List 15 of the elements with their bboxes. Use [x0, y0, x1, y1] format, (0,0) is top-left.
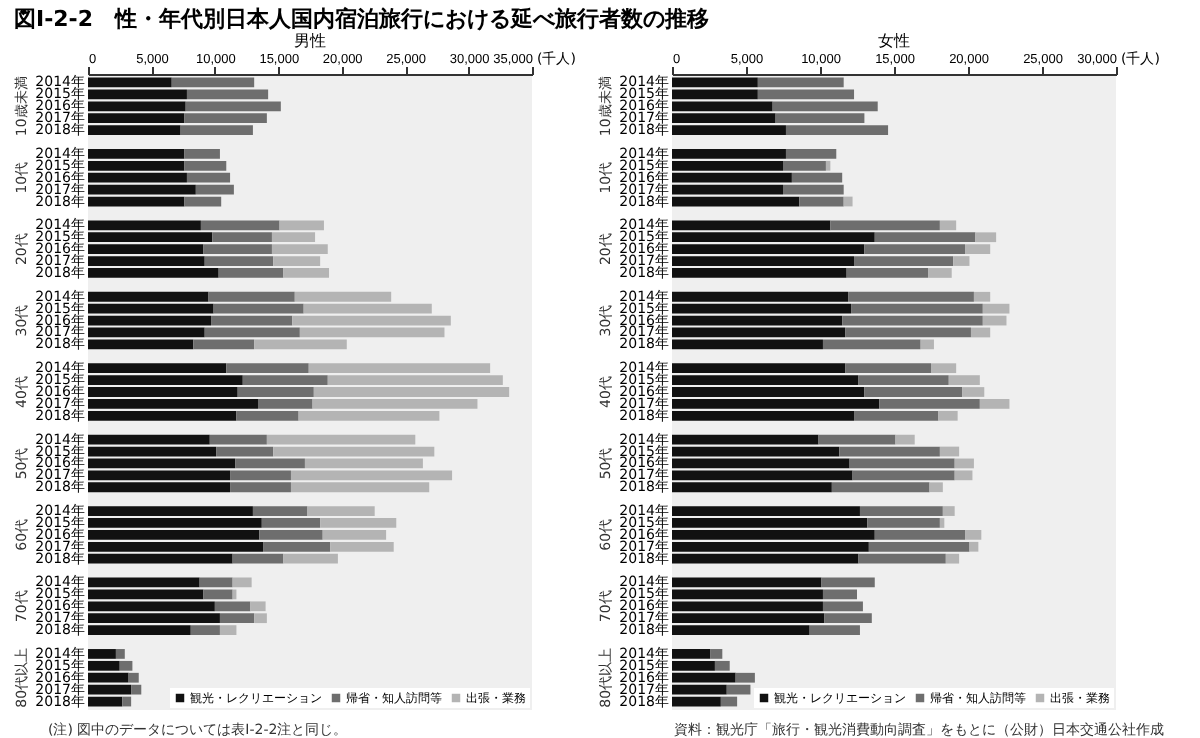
bar — [928, 268, 952, 278]
bar — [219, 625, 237, 635]
bar — [939, 220, 957, 231]
bar — [938, 410, 958, 421]
chart-title: 図Ⅰ-2-2 性・年代別日本人国内宿泊旅行における延べ旅行者数の推移 — [14, 6, 710, 32]
bar — [929, 482, 943, 493]
bar — [920, 339, 934, 350]
bar — [825, 160, 831, 171]
bar — [895, 434, 915, 445]
chart-subtitle: 女性 — [878, 32, 910, 50]
bar — [122, 696, 132, 707]
bar — [945, 553, 960, 564]
bar — [843, 196, 853, 207]
chart-subtitle: 男性 — [294, 32, 326, 50]
bar — [190, 625, 220, 635]
